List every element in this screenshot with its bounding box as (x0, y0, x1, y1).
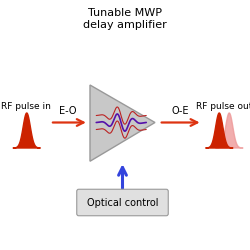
Polygon shape (90, 85, 155, 161)
Text: Optical control: Optical control (87, 198, 158, 207)
Text: RF pulse out: RF pulse out (196, 102, 250, 111)
FancyBboxPatch shape (77, 189, 168, 216)
Text: Tunable MWP
delay amplifier: Tunable MWP delay amplifier (83, 8, 167, 30)
Text: E-O: E-O (59, 106, 76, 116)
Text: O-E: O-E (171, 106, 189, 116)
Text: RF pulse in: RF pulse in (1, 102, 51, 111)
